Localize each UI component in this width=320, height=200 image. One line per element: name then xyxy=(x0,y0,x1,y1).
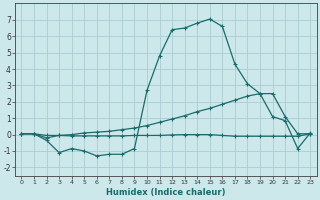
X-axis label: Humidex (Indice chaleur): Humidex (Indice chaleur) xyxy=(106,188,226,197)
